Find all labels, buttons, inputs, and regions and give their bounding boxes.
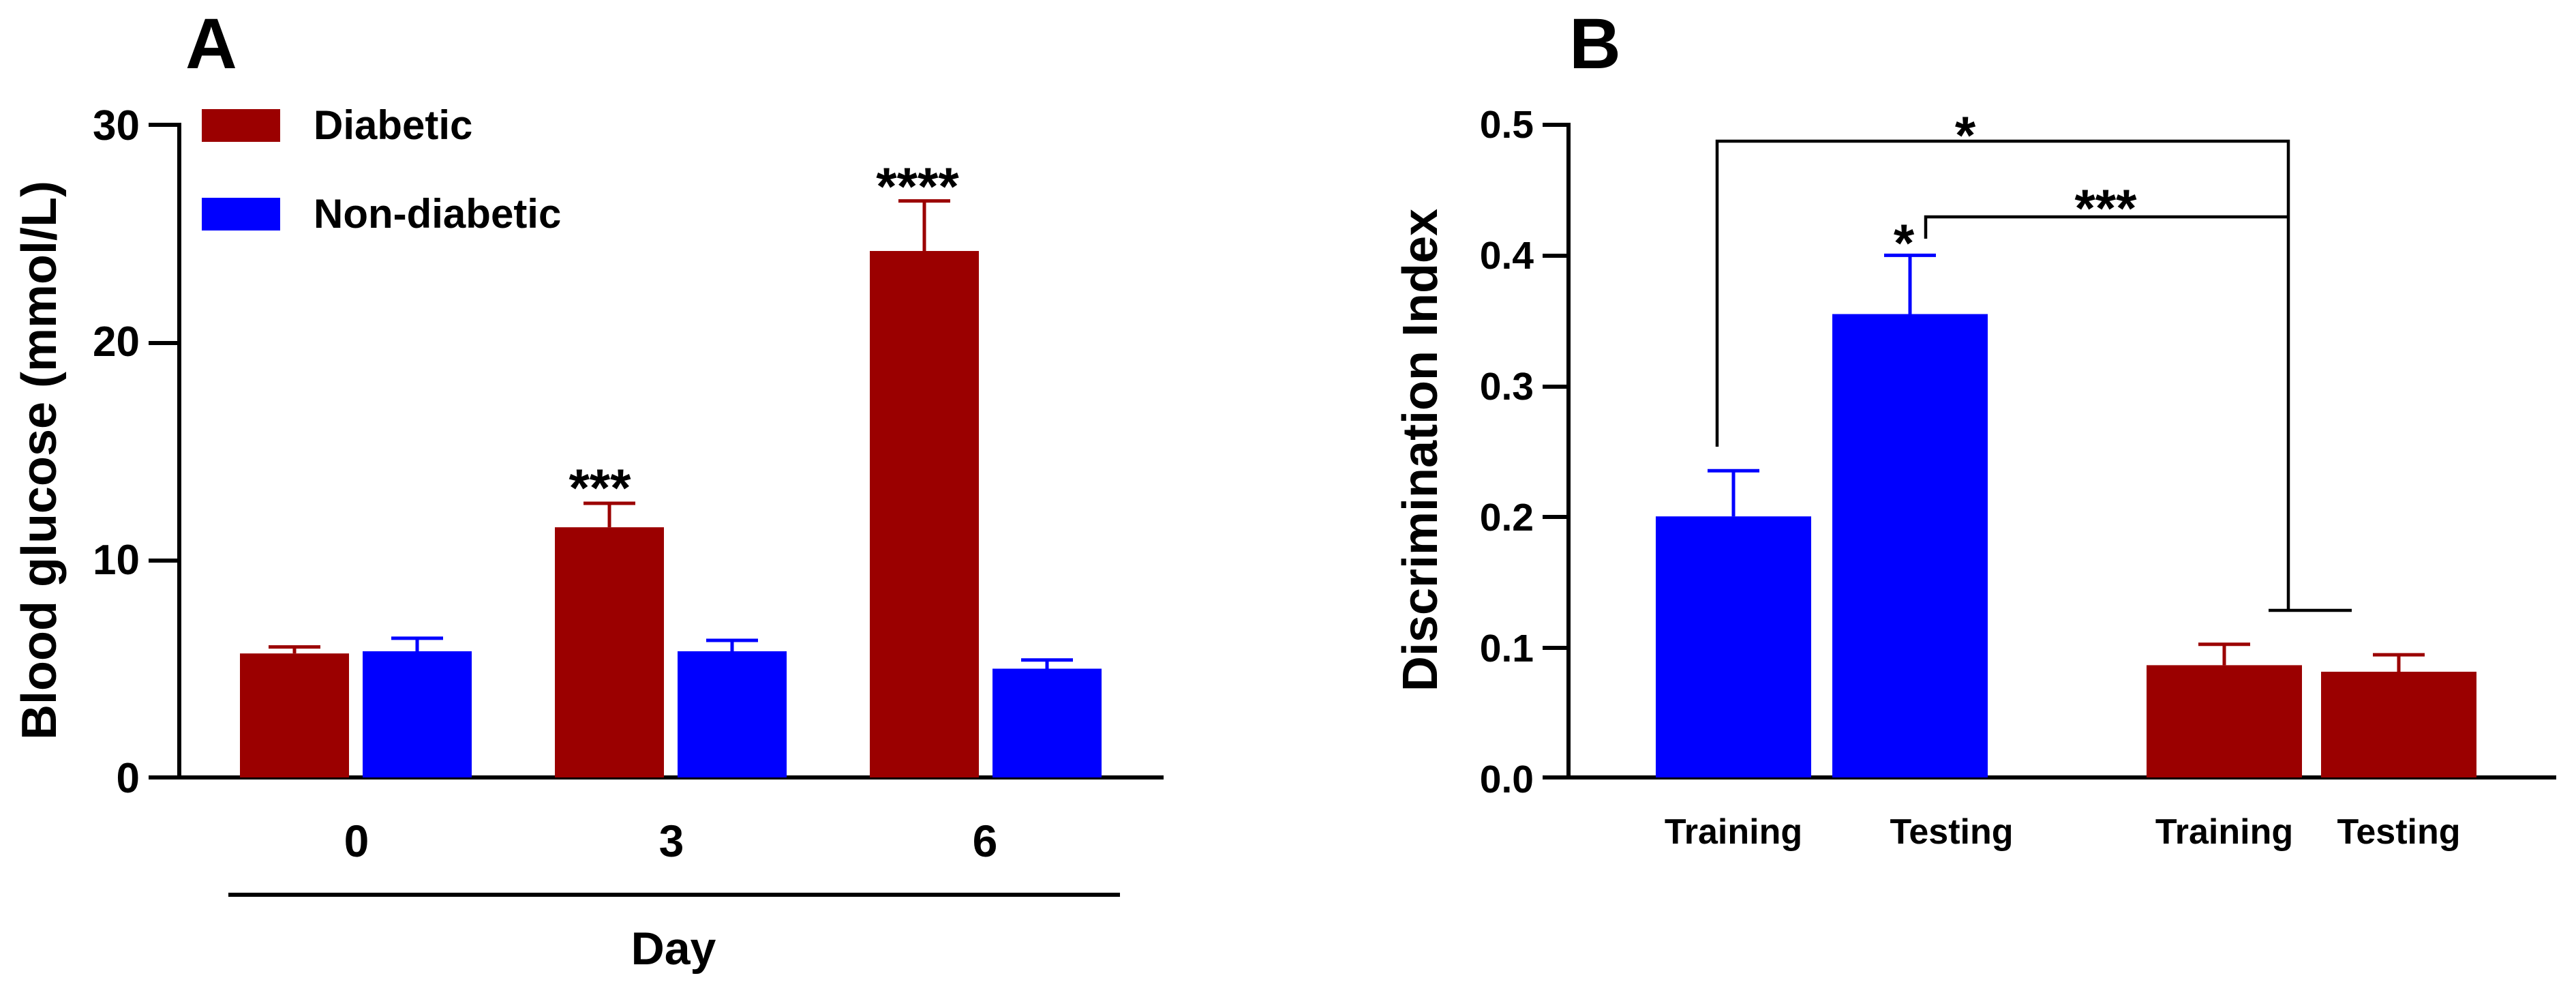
- legend-swatch-non-diabetic: [202, 198, 280, 231]
- panel-b-bracket-testing-vs-diabetic: [1924, 215, 2288, 239]
- panel-b-x-tick-label: Testing: [1890, 812, 2013, 852]
- panel-a: A Blood glucose (mmol/L) 0 10 20 30 0 3 …: [12, 4, 1164, 975]
- panel-b-significance-testing-vs-diabetic: ***: [2074, 178, 2137, 238]
- panel-a-y-tick-label: 30: [93, 102, 140, 149]
- panel-a-x-axis-label: Day: [631, 923, 716, 975]
- panel-b-bar-non-diabetic-testing: [1832, 314, 1988, 777]
- panel-b-bar-diabetic-training-error-bar: [2198, 642, 2250, 666]
- panel-a-y-tick-label: 0: [117, 755, 140, 802]
- panel-a-bar-non-diabetic-day-3: [678, 651, 787, 777]
- panel-a-bar-diabetic-day-3-error-bar: [584, 501, 635, 528]
- panel-a-bar-non-diabetic-day-0-error-bar: [391, 636, 443, 651]
- panel-b-bracket-training-vs-diabetic: [1715, 139, 2290, 447]
- panel-b-diabetic-group-bracket: [2269, 217, 2352, 612]
- legend-swatch-diabetic: [202, 109, 280, 142]
- panel-b-bar-non-diabetic-training-error-bar: [1708, 469, 1759, 517]
- panel-a-bars: [240, 199, 1102, 777]
- panel-a-y-axis: [149, 123, 181, 779]
- legend-label-diabetic: Diabetic: [314, 102, 472, 148]
- panel-a-bar-non-diabetic-day-6-error-bar: [1021, 658, 1073, 669]
- panel-b-bar-diabetic-testing-error-bar: [2373, 653, 2425, 672]
- panel-b-x-tick-label: Training: [2155, 812, 2293, 852]
- panel-b-significance-testing-vs-training: *: [1894, 213, 1915, 273]
- panel-b-bar-non-diabetic-testing-error-bar: [1884, 253, 1936, 314]
- panel-b-y-tick-label: 0.3: [1480, 365, 1534, 409]
- panel-a-bar-diabetic-day-6: [870, 251, 979, 777]
- panel-b-bar-diabetic-testing: [2321, 671, 2476, 777]
- panel-a-bar-diabetic-day-0: [240, 653, 349, 777]
- panel-b-bar-diabetic-training: [2147, 665, 2302, 777]
- panel-a-significance-day3: ***: [569, 458, 631, 518]
- panel-b-significance-training-vs-diabetic: *: [1955, 105, 1976, 165]
- panel-b-y-axis-label: Discrimination Index: [1393, 209, 1448, 692]
- panel-a-bar-non-diabetic-day-3-error-bar: [706, 638, 758, 651]
- panel-a-bar-diabetic-day-0-error-bar: [269, 645, 320, 654]
- panel-a-y-axis-label: Blood glucose (mmol/L): [12, 181, 67, 740]
- panel-a-y-tick-label: 20: [93, 318, 140, 366]
- panel-a-bar-diabetic-day-6-error-bar: [898, 199, 950, 252]
- panel-b-y-tick-label: 0.5: [1480, 103, 1534, 147]
- panel-a-x-tick-label: 6: [973, 816, 998, 866]
- panel-b-y-tick-label: 0.0: [1480, 758, 1534, 801]
- panel-b-bars: [1656, 253, 2476, 777]
- panel-a-significance-day6: ****: [876, 156, 959, 216]
- panel-a-x-tick-label: 0: [344, 816, 369, 866]
- panel-a-y-tick-label: 10: [93, 537, 140, 584]
- panel-a-bar-diabetic-day-3: [555, 527, 664, 777]
- panel-a-bar-non-diabetic-day-0: [363, 651, 472, 777]
- legend-label-non-diabetic: Non-diabetic: [314, 191, 561, 237]
- panel-b-letter: B: [1569, 4, 1621, 84]
- panel-a-letter: A: [185, 4, 237, 84]
- panel-b-x-tick-label: Training: [1665, 812, 1802, 852]
- panel-a-bar-non-diabetic-day-6: [992, 668, 1102, 777]
- panel-b-x-tick-label: Testing: [2337, 812, 2460, 852]
- panel-b-bar-non-diabetic-training: [1656, 516, 1811, 777]
- panel-b-y-tick-label: 0.4: [1480, 234, 1534, 278]
- panel-a-x-tick-label: 3: [659, 816, 684, 866]
- panel-b-y-axis: [1543, 123, 1571, 779]
- panel-b: B Discrimination Index 0.0 0.1 0.2 0.3 0…: [1393, 4, 2556, 852]
- panel-b-y-tick-label: 0.1: [1480, 627, 1534, 670]
- panel-b-y-tick-label: 0.2: [1480, 496, 1534, 539]
